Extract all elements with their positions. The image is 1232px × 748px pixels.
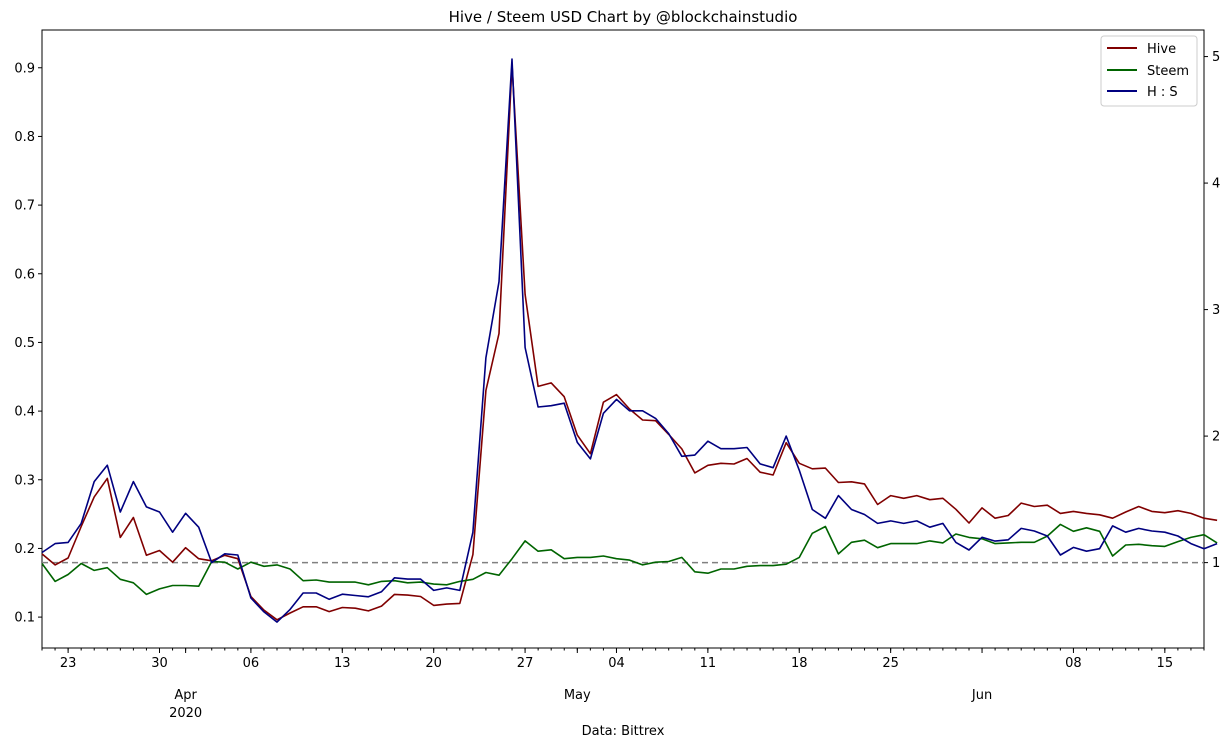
x-tick-label: 15 — [1157, 656, 1174, 671]
x-tick-label: 06 — [243, 656, 260, 671]
x-tick-label: 25 — [882, 656, 899, 671]
left-y-tick-label: 0.6 — [14, 267, 35, 282]
x-tick-label: 20 — [425, 656, 442, 671]
x-axis-label: Data: Bittrex — [582, 724, 665, 739]
series-line-h-s — [41, 58, 1218, 623]
x-tick-label: 04 — [608, 656, 625, 671]
x-year-label: 2020 — [169, 706, 202, 721]
left-y-tick-label: 0.8 — [14, 130, 35, 145]
x-tick-label: 11 — [700, 656, 717, 671]
left-y-tick-label: 0.1 — [14, 611, 35, 626]
series-line-steem — [41, 523, 1218, 596]
right-y-tick-label: 1 — [1212, 556, 1220, 571]
right-y-tick-label: 4 — [1212, 177, 1220, 192]
x-tick-label: 08 — [1065, 656, 1082, 671]
right-y-tick-label: 3 — [1212, 303, 1220, 318]
legend-label-steem: Steem — [1147, 64, 1189, 79]
legend-label-hive: Hive — [1147, 42, 1176, 57]
x-tick-label: 27 — [517, 656, 534, 671]
chart-title: Hive / Steem USD Chart by @blockchainstu… — [449, 8, 798, 26]
left-y-tick-label: 0.9 — [14, 61, 35, 76]
series-line-hive — [41, 63, 1218, 621]
plot-area — [41, 29, 1218, 649]
left-y-axis: 0.1 0.2 0.3 0.4 0.5 0.6 0.7 0.8 0.9 — [14, 61, 42, 626]
x-tick-label: 18 — [791, 656, 808, 671]
x-month-label: May — [564, 688, 591, 703]
left-y-tick-label: 0.4 — [14, 405, 35, 420]
plot-frame — [41, 29, 1205, 649]
x-tick-label: 30 — [151, 656, 168, 671]
left-y-tick-label: 0.5 — [14, 336, 35, 351]
left-y-tick-label: 0.2 — [14, 542, 35, 557]
x-month-label: Jun — [971, 688, 992, 703]
left-y-tick-label: 0.3 — [14, 473, 35, 488]
legend: Hive Steem H : S — [1100, 35, 1198, 107]
right-y-tick-label: 2 — [1212, 430, 1220, 445]
right-y-axis: 1 2 3 4 5 — [1204, 50, 1220, 571]
x-tick-label: 23 — [60, 656, 77, 671]
series-layer — [41, 58, 1218, 623]
x-axis: 23 30 06 13 20 27 04 11 18 25 08 15 Apr 2020 May Jun — [41, 648, 1205, 721]
left-y-tick-label: 0.7 — [14, 199, 35, 214]
legend-label-ratio: H : S — [1147, 85, 1178, 100]
x-month-label: Apr — [174, 688, 197, 703]
legend-box — [1100, 35, 1198, 107]
x-tick-label: 13 — [334, 656, 351, 671]
right-y-tick-label: 5 — [1212, 50, 1220, 65]
